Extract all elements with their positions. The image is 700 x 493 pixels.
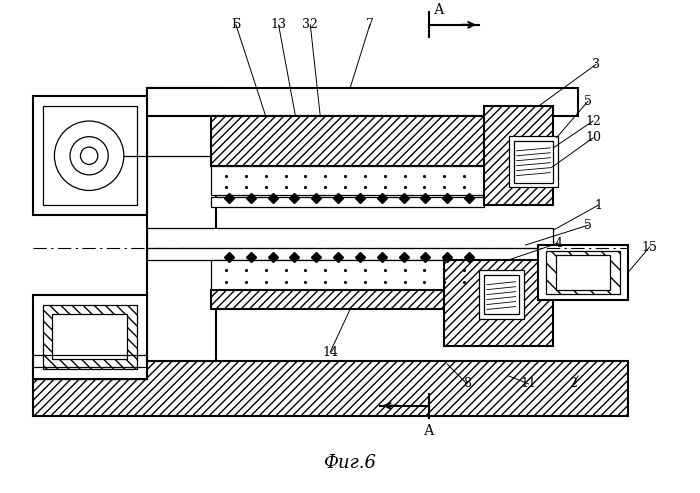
Bar bbox=[479, 270, 524, 319]
Text: 2: 2 bbox=[569, 377, 577, 390]
Bar bbox=[211, 260, 484, 290]
Text: 3: 3 bbox=[592, 58, 600, 71]
Circle shape bbox=[55, 121, 124, 190]
Bar bbox=[211, 166, 484, 195]
Text: 5: 5 bbox=[584, 95, 592, 107]
Bar bbox=[43, 106, 136, 206]
Bar bbox=[514, 141, 553, 182]
Text: 11: 11 bbox=[521, 377, 536, 390]
Bar bbox=[444, 260, 553, 346]
Bar bbox=[147, 88, 216, 361]
Text: 32: 32 bbox=[302, 18, 318, 32]
Bar bbox=[484, 275, 519, 315]
Bar bbox=[509, 136, 559, 187]
Text: 8: 8 bbox=[463, 377, 471, 390]
Text: 10: 10 bbox=[585, 132, 601, 144]
Bar bbox=[211, 290, 484, 310]
Text: 13: 13 bbox=[271, 18, 286, 32]
Circle shape bbox=[70, 137, 108, 175]
Text: 1: 1 bbox=[594, 199, 602, 212]
Bar bbox=[33, 295, 147, 379]
Text: А: А bbox=[424, 423, 435, 438]
Bar bbox=[547, 251, 620, 294]
Text: 15: 15 bbox=[642, 241, 657, 253]
Bar bbox=[52, 315, 127, 359]
Bar bbox=[211, 116, 484, 166]
Bar bbox=[147, 88, 578, 116]
Text: 7: 7 bbox=[366, 18, 374, 32]
Bar bbox=[147, 240, 553, 260]
Bar bbox=[33, 361, 628, 416]
Bar bbox=[43, 305, 136, 369]
Bar bbox=[538, 245, 628, 300]
Circle shape bbox=[80, 147, 98, 165]
Text: Фиг.6: Фиг.6 bbox=[323, 454, 377, 472]
Text: 14: 14 bbox=[322, 346, 338, 358]
Text: 5: 5 bbox=[584, 219, 592, 232]
Bar bbox=[33, 96, 147, 215]
Bar bbox=[211, 197, 484, 208]
Text: А: А bbox=[434, 3, 444, 17]
Bar bbox=[484, 106, 553, 206]
Text: 12: 12 bbox=[585, 114, 601, 128]
Bar bbox=[147, 228, 553, 248]
Text: Б: Б bbox=[231, 18, 241, 32]
Bar bbox=[556, 255, 610, 290]
Text: 4: 4 bbox=[554, 237, 562, 249]
